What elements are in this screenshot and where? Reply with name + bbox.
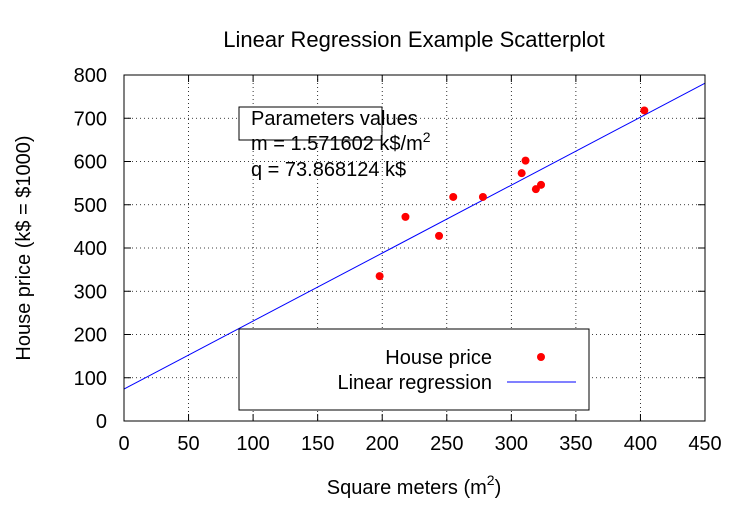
x-tick-label: 0 — [118, 433, 129, 455]
data-point — [517, 169, 526, 178]
parameter-m: m = 1.571602 k$/m2 — [251, 129, 431, 155]
data-point — [521, 156, 530, 165]
y-tick-label: 300 — [74, 281, 107, 303]
x-tick-label: 400 — [624, 433, 657, 455]
y-axis-label: House price (k$ = $1000) — [13, 135, 35, 360]
x-tick-label: 300 — [495, 433, 528, 455]
points-layer — [375, 106, 649, 281]
data-point — [401, 212, 410, 221]
y-tick-labels: 0 100 200 300 400 500 600 700 800 — [74, 65, 107, 433]
parameters-heading: Parameters values — [251, 108, 418, 130]
legend-marker-house-price — [537, 353, 545, 361]
y-tick-label: 700 — [74, 108, 107, 130]
y-tick-label: 100 — [74, 368, 107, 390]
x-tick-label: 150 — [301, 433, 334, 455]
y-tick-label: 600 — [74, 152, 107, 174]
regression-line — [123, 82, 706, 390]
data-point — [640, 106, 649, 115]
data-point — [478, 192, 487, 201]
x-tick-label: 100 — [236, 433, 269, 455]
legend-label-house-price: House price — [385, 347, 492, 369]
y-tick-label: 400 — [74, 238, 107, 260]
legend-box — [238, 328, 590, 411]
data-point — [537, 180, 546, 189]
legend-label-linear-regression: Linear regression — [337, 372, 492, 394]
x-tick-labels: 0 50 100 150 200 250 300 350 400 450 — [118, 433, 721, 455]
x-tick-label: 250 — [430, 433, 463, 455]
x-tick-label: 450 — [688, 433, 721, 455]
data-point — [435, 231, 444, 240]
parameter-q: q = 73.868124 k$ — [251, 159, 406, 181]
y-tick-label: 0 — [96, 411, 107, 433]
ticks — [123, 74, 706, 422]
data-point — [375, 272, 384, 281]
x-tick-label: 350 — [559, 433, 592, 455]
y-tick-label: 800 — [74, 65, 107, 87]
x-tick-label: 50 — [177, 433, 199, 455]
parameters-box — [238, 106, 383, 141]
x-axis-label: Square meters (m2) — [327, 472, 502, 499]
legend: House price Linear regression — [238, 328, 590, 411]
y-tick-label: 200 — [74, 325, 107, 347]
chart-title: Linear Regression Example Scatterplot — [223, 27, 605, 52]
regression-layer — [123, 82, 706, 390]
y-tick-label: 500 — [74, 195, 107, 217]
data-point — [449, 192, 458, 201]
parameters-annotation: Parameters values m = 1.571602 k$/m2 q =… — [238, 106, 431, 181]
x-tick-label: 200 — [366, 433, 399, 455]
